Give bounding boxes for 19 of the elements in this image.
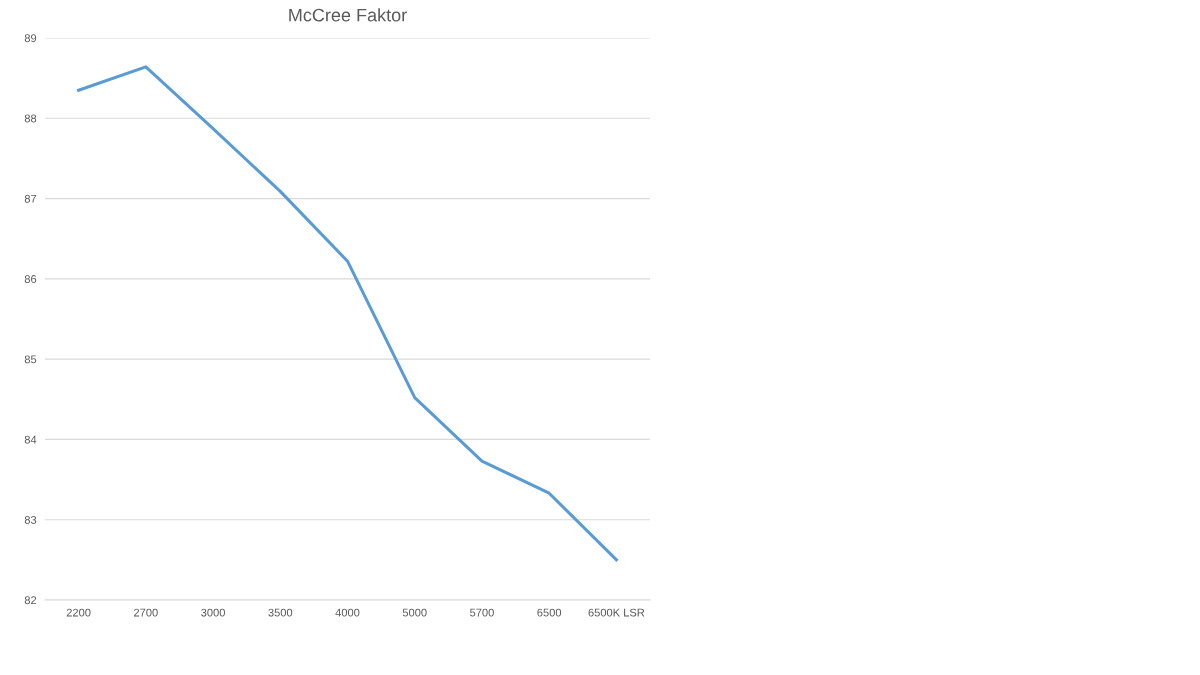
- x-tick-label: 3500: [268, 608, 293, 617]
- x-tick-label: 4000: [335, 608, 360, 617]
- line-series: [77, 65, 618, 562]
- y-tick-label: 84: [24, 435, 37, 444]
- x-tick-label: 6500: [537, 608, 562, 617]
- y-tick-label: 89: [24, 34, 37, 43]
- y-tick-label: 85: [24, 355, 37, 364]
- x-tick-label: 2200: [66, 608, 91, 617]
- y-tick-label: 87: [24, 194, 37, 203]
- chart-title: McCree Faktor: [289, 8, 407, 22]
- y-tick-label: 88: [24, 114, 37, 123]
- x-tick-label: 5000: [402, 608, 427, 617]
- x-tick-label: 5700: [470, 608, 494, 617]
- y-tick-label: 86: [24, 275, 37, 283]
- x-tick-label: 2700: [134, 608, 158, 617]
- x-tick-label: 3000: [201, 608, 225, 617]
- y-tick-label: 83: [24, 515, 37, 524]
- x-tick-label: 6500K LSR: [588, 608, 645, 617]
- y-tick-label: 82: [24, 596, 37, 605]
